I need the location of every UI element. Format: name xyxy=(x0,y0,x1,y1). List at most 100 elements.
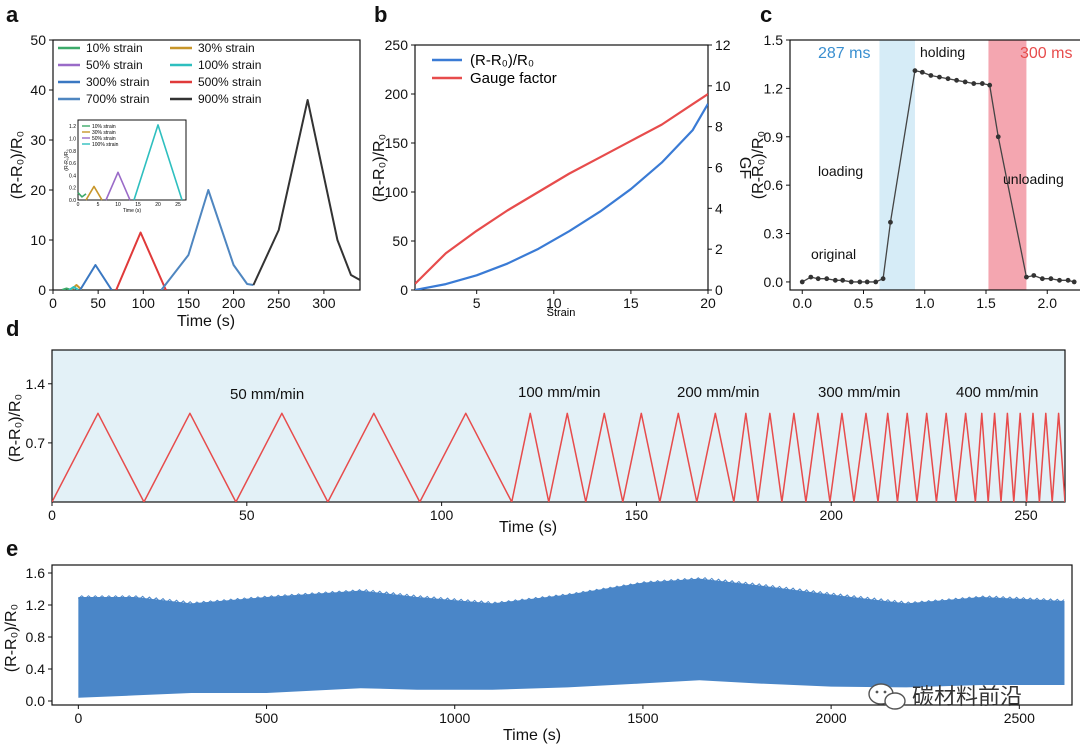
data-point xyxy=(1071,279,1077,285)
data-point xyxy=(880,276,886,282)
x-tick-label: 1000 xyxy=(439,710,470,726)
x-tick-label: 50 xyxy=(90,295,106,311)
panel-b-series xyxy=(415,93,708,290)
panel-d-series xyxy=(52,412,1065,502)
panel-d-xlabel: Time (s) xyxy=(499,519,557,536)
panel-a-legend: 10% strain 30% strain 50% strain 100% strai… xyxy=(58,41,261,106)
inset-series-line xyxy=(77,192,87,198)
y2-tick-label: 8 xyxy=(715,119,723,135)
x-tick-label: 250 xyxy=(1014,507,1038,523)
data-point xyxy=(962,79,968,85)
inset-series-line xyxy=(85,185,103,201)
panel-a-inset: 0 5 10 15 20 25 0.0 0.2 0.4 0.6 0.8 1.0 1.2 10% stra… xyxy=(64,119,187,214)
panel-d-chart: 0 50 100 150 200 250 0.7 1.4 Time (s) (R-R₀)/R₀… xyxy=(7,349,1066,536)
data-point xyxy=(954,77,959,83)
inset-x-tick-label: 15 xyxy=(135,202,141,208)
panel-b-frame xyxy=(414,44,709,291)
legend-label: 50% strain xyxy=(86,58,143,72)
x-tick-label: 500 xyxy=(255,710,279,726)
panel-e-ticks: 0 500 1000 1500 2000 2500 0.0 0.4 0.8 1.2 1.6 xyxy=(26,565,1036,726)
y-tick-label: 200 xyxy=(385,86,409,102)
panel-c-ticks: 0.0 0.5 1.0 1.5 2.0 0.0 0.3 0.6 0.9 1.2 1.5 xyxy=(764,32,1058,311)
panel-label-e: e xyxy=(6,536,18,561)
data-point xyxy=(945,76,951,82)
x-tick-label: 100 xyxy=(430,507,454,523)
gauge-factor-series-line xyxy=(415,93,708,285)
panel-label-d: d xyxy=(6,316,19,341)
x-tick-label: 0 xyxy=(48,507,56,523)
data-point xyxy=(824,276,830,282)
cycling-peaks xyxy=(78,576,1065,606)
shade-label-287ms: 287 ms xyxy=(818,45,870,62)
inset-y-tick-label: 0.4 xyxy=(69,173,76,179)
y-tick-label: 0 xyxy=(400,282,408,298)
legend-label: 700% strain xyxy=(86,92,149,106)
data-point xyxy=(864,279,870,285)
inset-y-tick-label: 1.0 xyxy=(69,136,76,142)
panel-b-ylabel: (R-R₀)/R₀ xyxy=(371,134,388,202)
inset-x-tick-label: 0 xyxy=(77,202,80,208)
y-tick-label: 50 xyxy=(30,32,46,48)
data-point xyxy=(912,68,918,74)
data-point xyxy=(799,279,805,285)
y-tick-label: 150 xyxy=(385,135,409,151)
legend-label: 300% strain xyxy=(86,75,149,89)
data-point xyxy=(1065,277,1071,283)
data-point xyxy=(808,274,814,280)
inset-y-tick-label: 0.8 xyxy=(69,149,76,155)
cyclic-response-line xyxy=(52,412,1065,502)
inset-series xyxy=(77,124,183,201)
y2-tick-label: 2 xyxy=(715,241,723,257)
data-point xyxy=(857,279,863,285)
y-tick-label: 20 xyxy=(30,182,46,198)
panel-a-xlabel: Time (s) xyxy=(177,313,235,330)
x-tick-label: 1500 xyxy=(627,710,658,726)
speed-label-400: 400 mm/min xyxy=(956,384,1039,401)
data-point xyxy=(832,277,838,283)
legend-label: 100% strain xyxy=(198,58,261,72)
x-tick-label: 1.5 xyxy=(976,295,996,311)
cycling-envelope xyxy=(78,578,1065,698)
y-tick-label: 250 xyxy=(385,37,409,53)
data-point xyxy=(979,81,985,86)
data-point xyxy=(1039,276,1045,282)
y-tick-label: 50 xyxy=(392,233,408,249)
inset-legend-label: 50% strain xyxy=(92,136,116,142)
inset-series-line xyxy=(133,124,183,201)
y-tick-label: 0.3 xyxy=(764,226,784,242)
y-tick-label: 1.2 xyxy=(26,597,46,613)
data-point xyxy=(937,74,942,80)
inset-y-tick-label: 0.6 xyxy=(69,161,76,167)
legend-label: 30% strain xyxy=(198,41,255,55)
y-tick-label: 1.2 xyxy=(764,80,784,96)
y-tick-label: 1.5 xyxy=(764,32,784,48)
y-tick-label: 0.8 xyxy=(26,629,46,645)
x-tick-label: 150 xyxy=(177,295,201,311)
inset-x-tick-label: 20 xyxy=(155,202,161,208)
data-point xyxy=(987,82,993,88)
resistance-series-line xyxy=(415,103,708,290)
inset-series-line xyxy=(105,171,131,201)
inset-ylabel: (R-R₀)/R₀ xyxy=(64,149,70,170)
annotation-holding: holding xyxy=(920,44,965,60)
y2-tick-label: 4 xyxy=(715,200,723,216)
shade-label-300ms: 300 ms xyxy=(1020,45,1072,62)
data-point xyxy=(848,279,854,285)
panel-e-series xyxy=(78,576,1065,698)
panel-c-chart: 0.0 0.5 1.0 1.5 2.0 0.0 0.3 0.6 0.9 1.2 1.5 (R-R₀)… xyxy=(750,32,1080,311)
x-tick-label: 10 xyxy=(546,295,562,311)
x-tick-label: 200 xyxy=(222,295,246,311)
inset-ticks: 0 5 10 15 20 25 0.0 0.2 0.4 0.6 0.8 1.0 1.2 xyxy=(69,124,181,208)
inset-x-tick-label: 10 xyxy=(115,202,121,208)
wechat-icon xyxy=(868,683,906,710)
data-point xyxy=(971,81,977,86)
y-tick-label: 0.0 xyxy=(764,274,784,290)
y-tick-label: 0.9 xyxy=(764,129,784,145)
y2-tick-label: 12 xyxy=(715,37,731,53)
series-line xyxy=(252,99,360,286)
panel-label-a: a xyxy=(6,2,19,27)
